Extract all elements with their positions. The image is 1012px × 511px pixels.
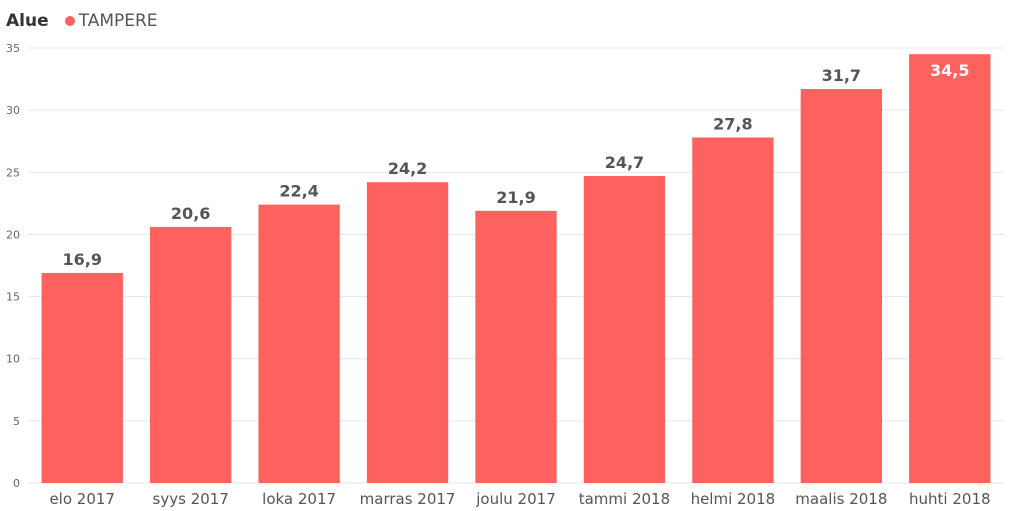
y-tick-label: 5 [13, 415, 20, 428]
legend-title: Alue [6, 11, 49, 31]
x-tick-label: syys 2017 [153, 490, 229, 508]
bar[interactable] [258, 204, 340, 483]
bar[interactable] [909, 54, 991, 483]
data-label: 21,9 [496, 188, 535, 207]
legend-marker-icon [64, 16, 75, 26]
x-tick-label: helmi 2018 [691, 490, 776, 508]
data-label: 20,6 [171, 204, 210, 223]
y-tick-label: 15 [6, 291, 20, 304]
data-label: 22,4 [279, 182, 318, 201]
bar[interactable] [150, 226, 232, 483]
data-label: 27,8 [713, 114, 752, 133]
y-tick-label: 0 [13, 477, 20, 490]
y-tick-label: 35 [6, 42, 20, 55]
data-label: 24,2 [388, 159, 427, 178]
bar[interactable] [800, 89, 882, 483]
data-label: 34,5 [930, 61, 969, 80]
data-label: 16,9 [62, 250, 101, 269]
y-tick-label: 30 [6, 104, 20, 117]
y-tick-label: 25 [6, 166, 20, 179]
x-tick-label: joulu 2017 [475, 490, 555, 508]
legend: Alue TAMPERE [6, 9, 158, 33]
data-label: 24,7 [605, 153, 644, 172]
x-tick-label: maalis 2018 [795, 490, 887, 508]
y-tick-label: 20 [6, 228, 20, 241]
x-tick-label: tammi 2018 [579, 490, 670, 508]
bar[interactable] [692, 137, 774, 483]
x-tick-label: loka 2017 [262, 490, 336, 508]
bar[interactable] [366, 182, 449, 483]
x-tick-label: marras 2017 [360, 490, 456, 508]
bar[interactable] [583, 176, 666, 483]
y-tick-label: 10 [6, 353, 20, 366]
x-tick-label: huhti 2018 [909, 490, 991, 508]
legend-series-label[interactable]: TAMPERE [78, 11, 158, 31]
data-label: 31,7 [822, 66, 861, 85]
bar[interactable] [475, 210, 557, 484]
x-tick-label: elo 2017 [49, 490, 115, 508]
bar[interactable] [41, 272, 123, 483]
